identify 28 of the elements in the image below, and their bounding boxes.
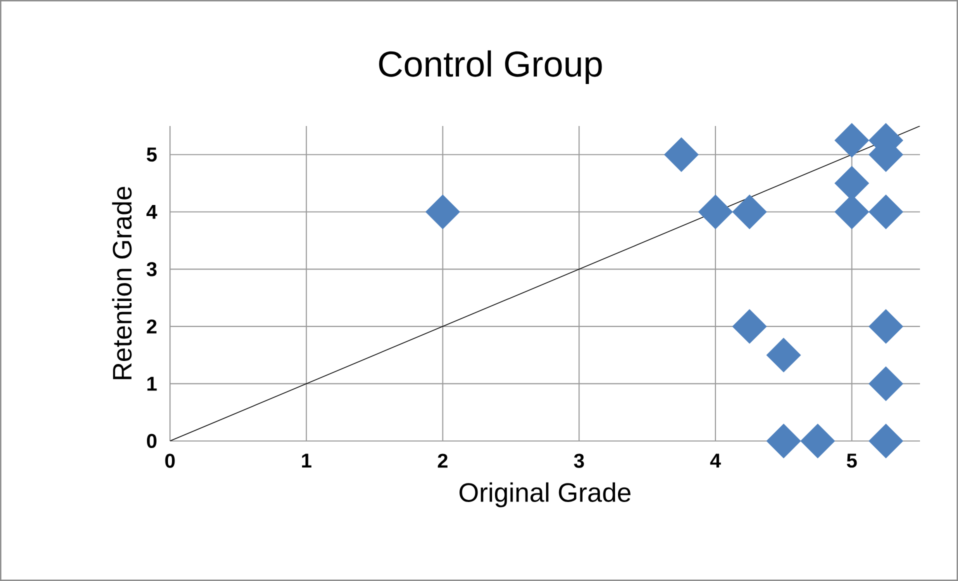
point bbox=[766, 424, 801, 458]
point bbox=[800, 424, 835, 458]
point bbox=[698, 194, 733, 230]
x-tick-label: 0 bbox=[165, 454, 175, 468]
chart-title: Control Group bbox=[379, 50, 602, 84]
point bbox=[732, 309, 767, 344]
y-tick-label: 3 bbox=[146, 262, 157, 276]
x-tick-label: 3 bbox=[574, 454, 584, 468]
point bbox=[868, 366, 904, 401]
x-axis-title: Original Grade bbox=[460, 482, 630, 508]
y-tick-label: 4 bbox=[146, 205, 158, 219]
x-tick-label: 1 bbox=[302, 454, 312, 468]
y-tick-label: 1 bbox=[147, 376, 157, 391]
y-tick-label: 2 bbox=[146, 319, 156, 334]
point bbox=[868, 194, 904, 230]
y-tick-label: 0 bbox=[146, 434, 156, 448]
point bbox=[425, 194, 460, 230]
x-tick-label: 2 bbox=[438, 454, 448, 468]
point bbox=[766, 338, 801, 372]
x-tick-label: 5 bbox=[846, 454, 857, 468]
point bbox=[868, 424, 904, 458]
y-axis-title: Retention Grade bbox=[112, 186, 132, 380]
point bbox=[732, 194, 767, 230]
point bbox=[834, 123, 870, 158]
point bbox=[868, 309, 904, 344]
y-tick-label: 5 bbox=[146, 148, 157, 162]
x-tick-label: 4 bbox=[710, 454, 721, 468]
point bbox=[664, 137, 699, 172]
